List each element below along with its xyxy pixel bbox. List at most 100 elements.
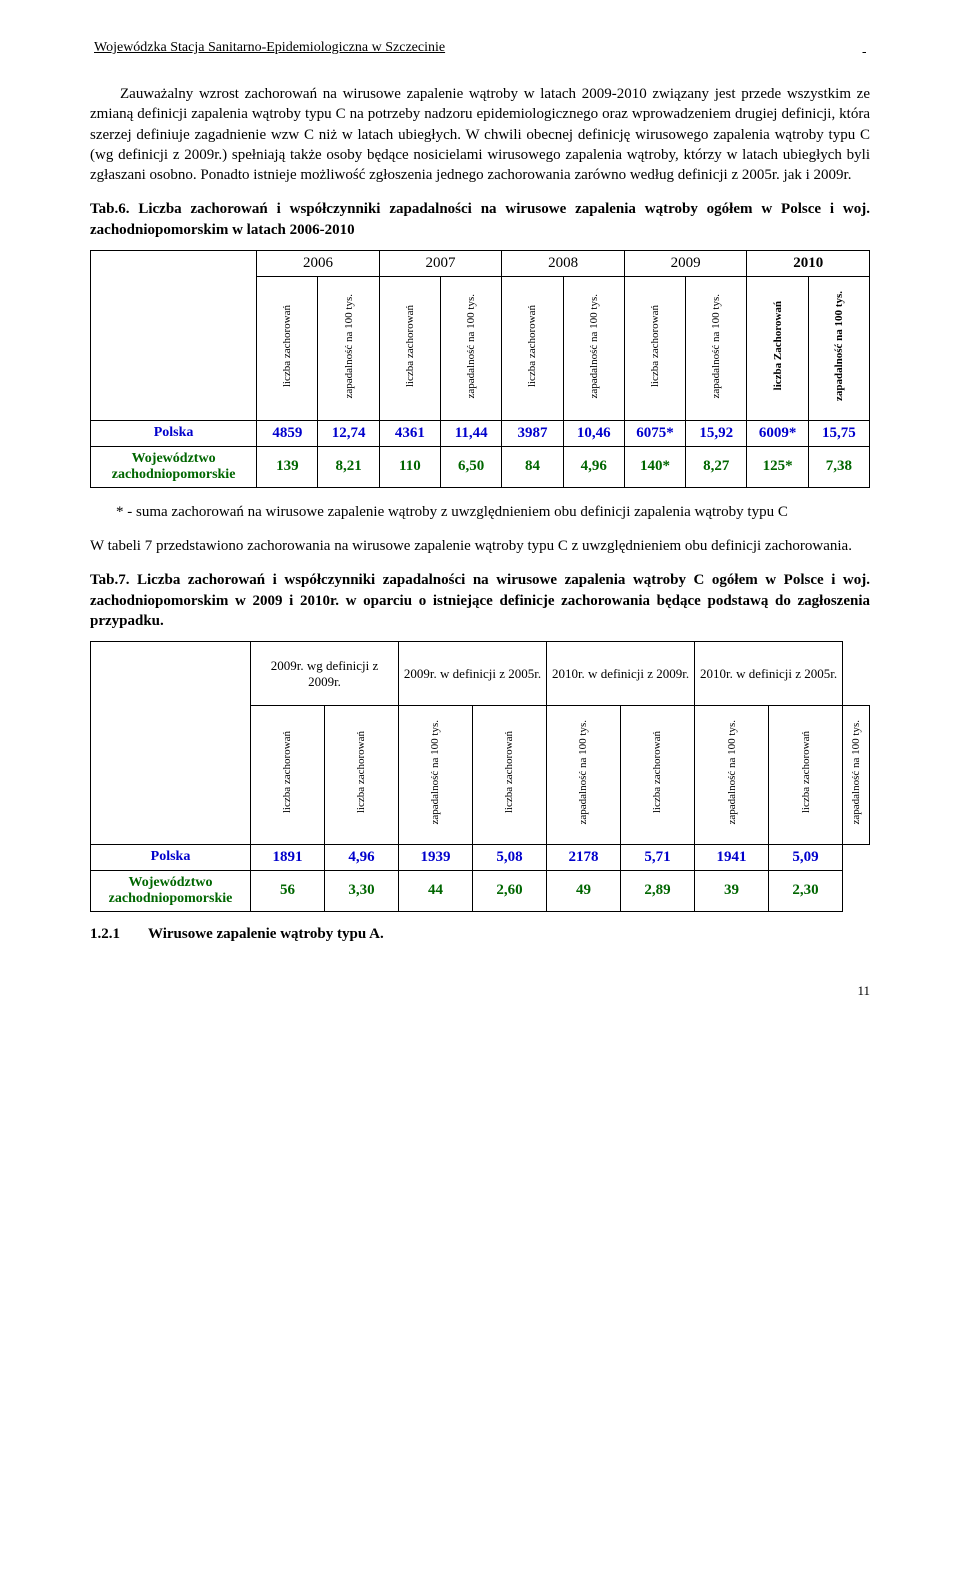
year-head: 2008 xyxy=(502,250,625,276)
cell: 6075* xyxy=(624,420,685,446)
table7: 2009r. wg definicji z 2009r. 2009r. w de… xyxy=(90,641,870,911)
subhead-label: zapadalność na 100 tys. xyxy=(710,284,722,408)
cell: 12,74 xyxy=(318,420,379,446)
cell: 6009* xyxy=(747,420,808,446)
year-head: 2006 xyxy=(257,250,380,276)
subhead-cell: zapadalność na 100 tys. xyxy=(563,276,624,420)
cell: 3,30 xyxy=(325,870,399,911)
row-label: Województwo zachodniopomorskie xyxy=(91,446,257,487)
cell: 7,38 xyxy=(808,446,869,487)
subhead-label: liczba zachorowań xyxy=(404,295,416,397)
row-label: Województwo zachodniopomorskie xyxy=(91,870,251,911)
subhead-cell: liczba zachorowań xyxy=(379,276,440,420)
table-row: 2009r. wg definicji z 2009r. 2009r. w de… xyxy=(91,642,870,706)
def-head: 2009r. w definicji z 2005r. xyxy=(399,642,547,706)
subhead-label: liczba zachorowań xyxy=(503,721,515,823)
cell: 6,50 xyxy=(441,446,502,487)
subhead-label: zapadalność na 100 tys. xyxy=(465,284,477,408)
subhead-cell: liczba zachorowań xyxy=(257,276,318,420)
cell: 4361 xyxy=(379,420,440,446)
cell: 4,96 xyxy=(563,446,624,487)
section-title: Wirusowe zapalenie wątroby typu A. xyxy=(148,926,384,943)
cell: 1941 xyxy=(695,844,769,870)
subhead-cell: liczba Zachorowań xyxy=(747,276,808,420)
row-label: Polska xyxy=(91,420,257,446)
def-head: 2009r. wg definicji z 2009r. xyxy=(251,642,399,706)
subhead-label: liczba Zachorowań xyxy=(772,291,784,400)
table-row: Polska 1891 4,96 1939 5,08 2178 5,71 194… xyxy=(91,844,870,870)
cell: 5,08 xyxy=(473,844,547,870)
empty-cell xyxy=(91,642,251,844)
subhead-cell: zapadalność na 100 tys. xyxy=(843,706,870,844)
cell: 4,96 xyxy=(325,844,399,870)
subhead-label: liczba zachorowań xyxy=(649,295,661,397)
subhead-label: zapadalność na 100 tys. xyxy=(588,284,600,408)
cell: 140* xyxy=(624,446,685,487)
table6: 2006 2007 2008 2009 2010 liczba zachorow… xyxy=(90,250,870,488)
def-head: 2010r. w definicji z 2009r. xyxy=(547,642,695,706)
subhead-label: liczba zachorowań xyxy=(651,721,663,823)
subhead-label: zapadalność na 100 tys. xyxy=(343,284,355,408)
cell: 8,27 xyxy=(686,446,747,487)
year-head: 2010 xyxy=(747,250,870,276)
cell: 1939 xyxy=(399,844,473,870)
section-number: 1.2.1 xyxy=(90,926,148,943)
subhead-cell: zapadalność na 100 tys. xyxy=(441,276,502,420)
cell: 2,30 xyxy=(769,870,843,911)
cell: 84 xyxy=(502,446,563,487)
year-head: 2009 xyxy=(624,250,747,276)
cell: 110 xyxy=(379,446,440,487)
cell: 125* xyxy=(747,446,808,487)
subhead-cell: liczba zachorowań xyxy=(624,276,685,420)
year-head: 2007 xyxy=(379,250,502,276)
table6-caption: Tab.6. Liczba zachorowań i współczynniki… xyxy=(90,199,870,240)
cell: 5,09 xyxy=(769,844,843,870)
cell: 10,46 xyxy=(563,420,624,446)
cell: 49 xyxy=(547,870,621,911)
paragraph-mid: W tabeli 7 przedstawiono zachorowania na… xyxy=(90,536,870,556)
cell: 4859 xyxy=(257,420,318,446)
subhead-label: zapadalność na 100 tys. xyxy=(850,710,862,834)
cell: 2,60 xyxy=(473,870,547,911)
table6-note: * - suma zachorowań na wirusowe zapaleni… xyxy=(90,502,870,522)
subhead-cell: liczba zachorowań xyxy=(621,706,695,844)
subhead-cell: liczba zachorowań xyxy=(473,706,547,844)
paragraph-intro: Zauważalny wzrost zachorowań na wirusowe… xyxy=(90,84,870,185)
cell: 15,75 xyxy=(808,420,869,446)
cell: 8,21 xyxy=(318,446,379,487)
page-header-text: Wojewódzka Stacja Sanitarno-Epidemiologi… xyxy=(94,40,445,56)
table-row: Polska 4859 12,74 4361 11,44 3987 10,46 … xyxy=(91,420,870,446)
cell: 2178 xyxy=(547,844,621,870)
subhead-cell: liczba zachorowań xyxy=(769,706,843,844)
section-heading: 1.2.1 Wirusowe zapalenie wątroby typu A. xyxy=(90,926,870,943)
subhead-label: liczba zachorowań xyxy=(355,721,367,823)
table7-caption: Tab.7. Liczba zachorowań i współczynniki… xyxy=(90,570,870,631)
subhead-cell: zapadalność na 100 tys. xyxy=(695,706,769,844)
cell: 5,71 xyxy=(621,844,695,870)
table-row: 2006 2007 2008 2009 2010 xyxy=(91,250,870,276)
page-header: Wojewódzka Stacja Sanitarno-Epidemiologi… xyxy=(90,40,870,56)
subhead-label: zapadalność na 100 tys. xyxy=(726,710,738,834)
subhead-cell: zapadalność na 100 tys. xyxy=(808,276,869,420)
cell: 1891 xyxy=(251,844,325,870)
empty-cell xyxy=(91,250,257,420)
cell: 15,92 xyxy=(686,420,747,446)
subhead-label: liczba zachorowań xyxy=(281,721,293,823)
subhead-cell: zapadalność na 100 tys. xyxy=(686,276,747,420)
subhead-label: liczba zachorowań xyxy=(281,295,293,397)
cell: 3987 xyxy=(502,420,563,446)
page-number: 11 xyxy=(90,983,870,999)
cell: 39 xyxy=(695,870,769,911)
cell: 44 xyxy=(399,870,473,911)
subhead-label: zapadalność na 100 tys. xyxy=(429,710,441,834)
cell: 2,89 xyxy=(621,870,695,911)
row-label: Polska xyxy=(91,844,251,870)
subhead-cell: zapadalność na 100 tys. xyxy=(547,706,621,844)
subhead-cell: liczba zachorowań xyxy=(325,706,399,844)
table-row: Województwo zachodniopomorskie 139 8,21 … xyxy=(91,446,870,487)
cell: 139 xyxy=(257,446,318,487)
cell: 56 xyxy=(251,870,325,911)
subhead-cell: liczba zachorowań xyxy=(502,276,563,420)
table-row: Województwo zachodniopomorskie 56 3,30 4… xyxy=(91,870,870,911)
def-head: 2010r. w definicji z 2005r. xyxy=(695,642,843,706)
